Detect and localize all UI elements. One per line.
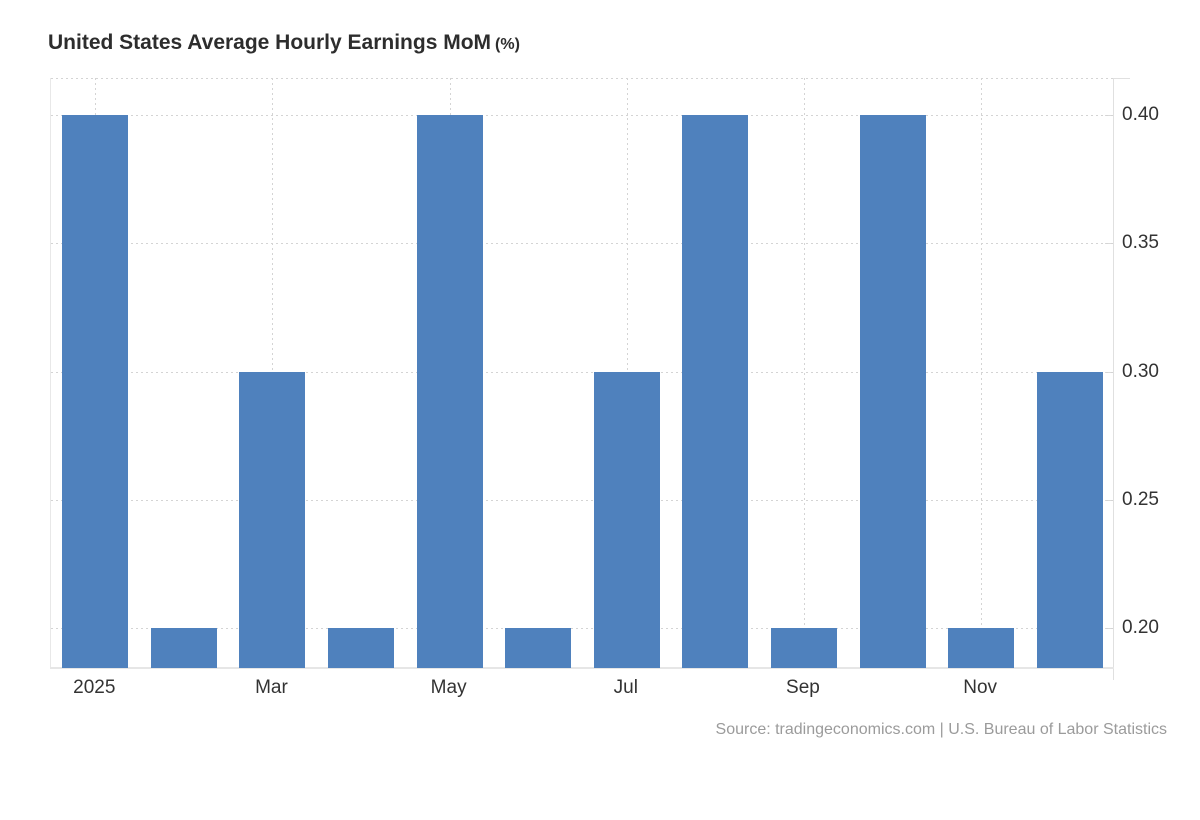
plot-top-border bbox=[51, 78, 1114, 79]
y-axis-label: 0.20 bbox=[1122, 617, 1159, 639]
chart-title: United States Average Hourly Earnings Mo… bbox=[48, 31, 520, 55]
y-axis-line bbox=[1113, 78, 1114, 680]
chart-title-text: United States Average Hourly Earnings Mo… bbox=[48, 31, 492, 54]
gridline-horizontal bbox=[51, 499, 1114, 501]
x-axis-label: 2025 bbox=[73, 677, 116, 698]
chart-title-unit: (%) bbox=[495, 36, 520, 53]
bar-aug-2025[interactable] bbox=[682, 115, 749, 668]
x-axis-label: Sep bbox=[786, 677, 820, 698]
x-axis-label: Nov bbox=[963, 677, 998, 698]
bar-feb-2025[interactable] bbox=[150, 628, 217, 668]
bar-nov-2025[interactable] bbox=[948, 628, 1015, 668]
bar-may-2025[interactable] bbox=[416, 115, 483, 668]
bar-oct-2025[interactable] bbox=[859, 115, 926, 668]
x-axis-label: Jul bbox=[613, 677, 638, 698]
bar-jun-2025[interactable] bbox=[505, 628, 572, 668]
bar-dec-2025[interactable] bbox=[1036, 371, 1103, 668]
bar-mar-2025[interactable] bbox=[239, 371, 306, 668]
bar-jan-2025[interactable] bbox=[62, 115, 129, 668]
gridline-horizontal bbox=[51, 115, 1114, 117]
gridline-vertical bbox=[981, 78, 983, 668]
bar-apr-2025[interactable] bbox=[328, 628, 395, 668]
y-axis-label: 0.35 bbox=[1122, 232, 1159, 254]
y-axis-label: 0.30 bbox=[1122, 360, 1159, 382]
y-axis-label: 0.40 bbox=[1122, 104, 1159, 126]
x-axis-label: Mar bbox=[255, 677, 288, 698]
source-credit: Source: tradingeconomics.com | U.S. Bure… bbox=[715, 721, 1167, 738]
gridline-horizontal bbox=[51, 243, 1114, 245]
y-axis-end-tick bbox=[1113, 78, 1130, 79]
bar-sep-2025[interactable] bbox=[770, 628, 837, 668]
x-axis-label: May bbox=[430, 677, 467, 698]
x-axis-line bbox=[50, 667, 1114, 669]
gridline-vertical bbox=[803, 78, 805, 668]
gridline-horizontal bbox=[51, 371, 1114, 373]
bar-jul-2025[interactable] bbox=[593, 371, 660, 668]
y-axis-label: 0.25 bbox=[1122, 488, 1159, 510]
gridline-horizontal bbox=[51, 628, 1114, 630]
plot-area bbox=[50, 78, 1114, 668]
